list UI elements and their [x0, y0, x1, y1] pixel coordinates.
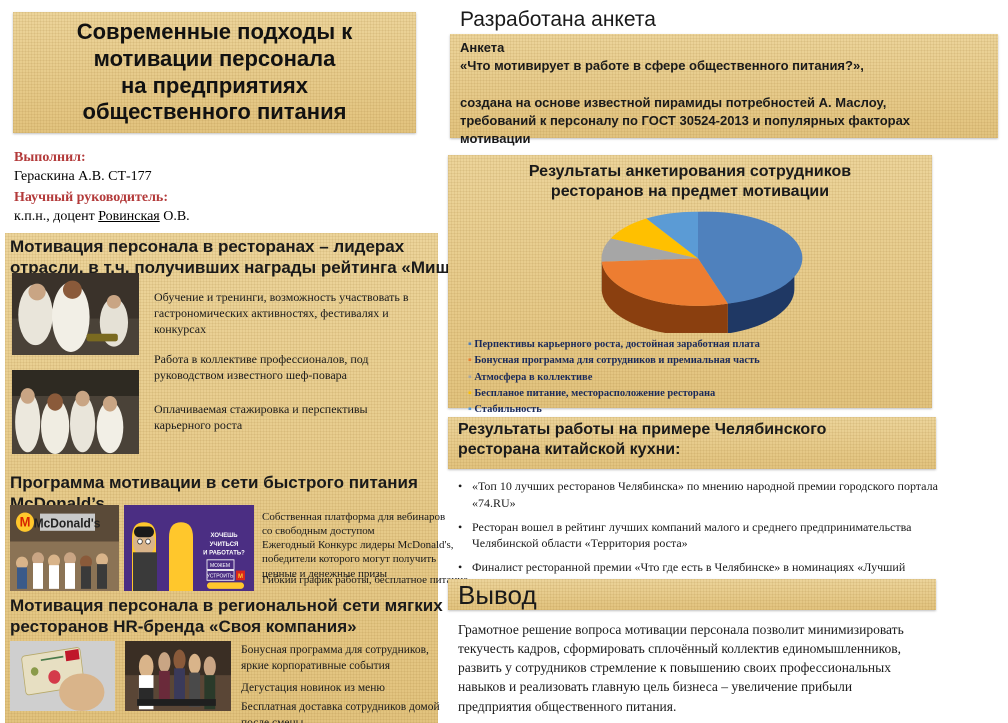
svg-text:УСТРОИТЬ: УСТРОИТЬ — [207, 573, 234, 579]
svg-text:M: M — [238, 573, 243, 580]
svg-text:McDonald's: McDonald's — [34, 516, 101, 530]
svg-text:ХОЧЕШЬ: ХОЧЕШЬ — [210, 532, 238, 539]
svg-text:M: M — [20, 514, 31, 530]
svg-text:УЧИТЬСЯ: УЧИТЬСЯ — [210, 541, 239, 548]
svg-text:МОЖЕМ: МОЖЕМ — [210, 563, 230, 569]
svg-text:И РАБОТАТЬ?: И РАБОТАТЬ? — [203, 549, 245, 556]
